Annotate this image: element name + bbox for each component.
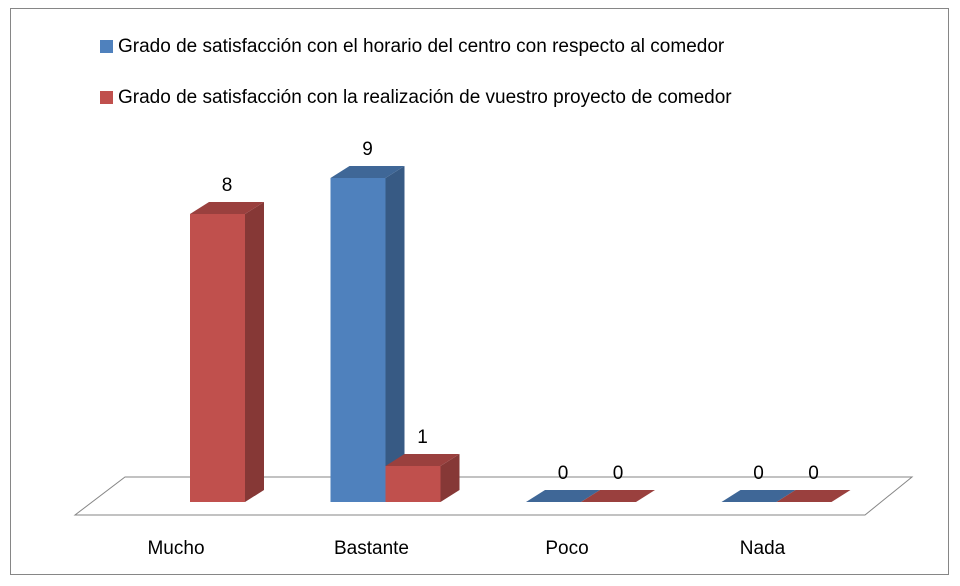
bar-front <box>330 178 386 502</box>
bar-top <box>581 490 655 502</box>
data-label: 1 <box>417 427 428 448</box>
legend-label: Grado de satisfacción con la realización… <box>118 87 732 108</box>
data-label: 9 <box>362 139 373 160</box>
data-label: 0 <box>558 463 569 484</box>
data-label: 8 <box>222 175 233 196</box>
legend-swatch <box>100 40 113 53</box>
bar-top <box>526 490 600 502</box>
bar-top <box>776 490 851 502</box>
x-tick-label: Mucho <box>147 538 204 559</box>
data-label: 0 <box>613 463 624 484</box>
bar-side <box>440 454 460 502</box>
bar-top <box>330 166 405 178</box>
data-label: 0 <box>808 463 819 484</box>
bar-top <box>385 454 460 466</box>
data-label: 0 <box>753 463 764 484</box>
x-tick-label: Nada <box>740 538 786 559</box>
x-tick-label: Bastante <box>334 538 409 559</box>
bar <box>581 490 655 502</box>
bar <box>776 490 851 502</box>
x-tick-label: Poco <box>545 538 588 559</box>
bar <box>721 490 796 502</box>
bar-top <box>190 202 264 214</box>
bar-front <box>190 214 245 502</box>
floor <box>73 476 914 516</box>
legend-swatch <box>100 91 113 104</box>
bar-side <box>245 202 264 502</box>
bar <box>385 454 460 502</box>
bar <box>526 490 600 502</box>
bar <box>330 166 405 502</box>
legend-label: Grado de satisfacción con el horario del… <box>118 36 725 57</box>
bar <box>190 202 264 502</box>
bar-front <box>385 466 441 502</box>
bar-side <box>385 166 405 502</box>
bar-top <box>721 490 796 502</box>
